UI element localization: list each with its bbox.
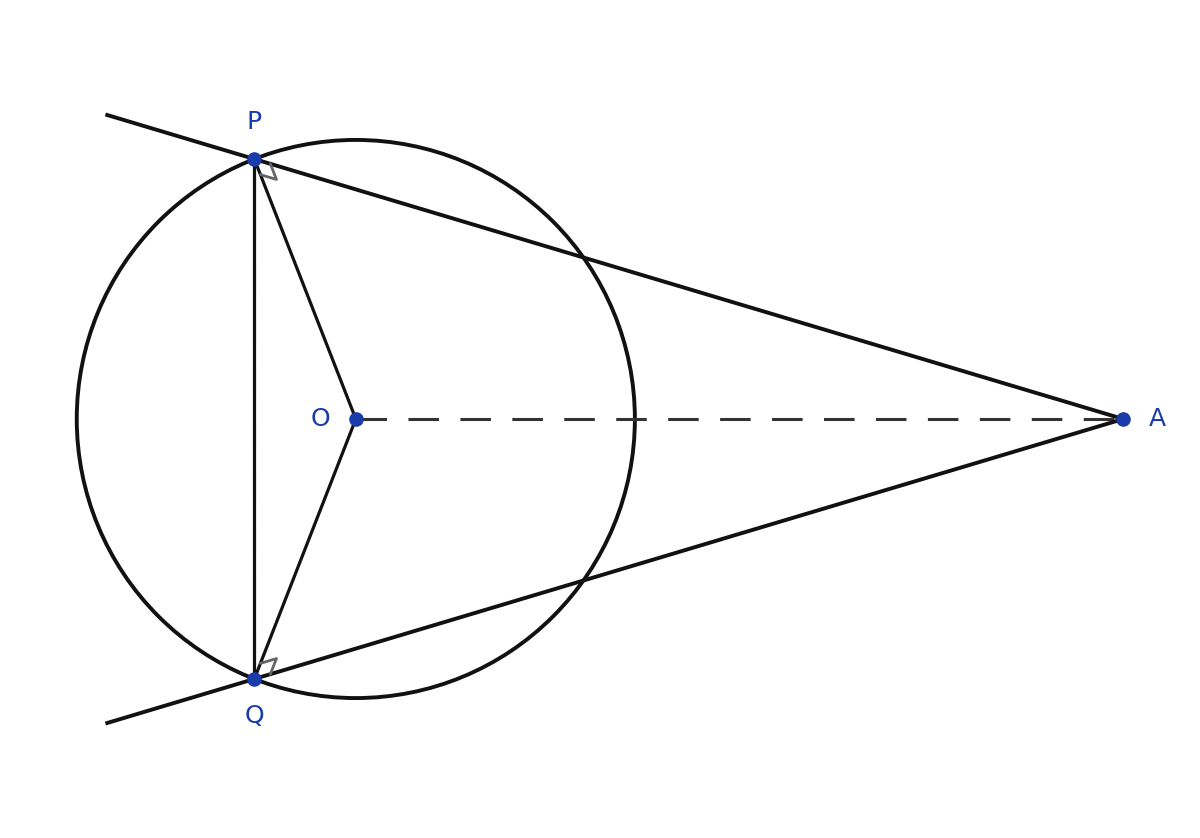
Point [1114,412,1133,426]
Point [245,672,264,685]
Text: O: O [311,407,331,431]
Point [347,412,366,426]
Text: Q: Q [245,704,264,728]
Text: A: A [1148,407,1165,431]
Text: P: P [247,110,262,134]
Point [245,153,264,166]
